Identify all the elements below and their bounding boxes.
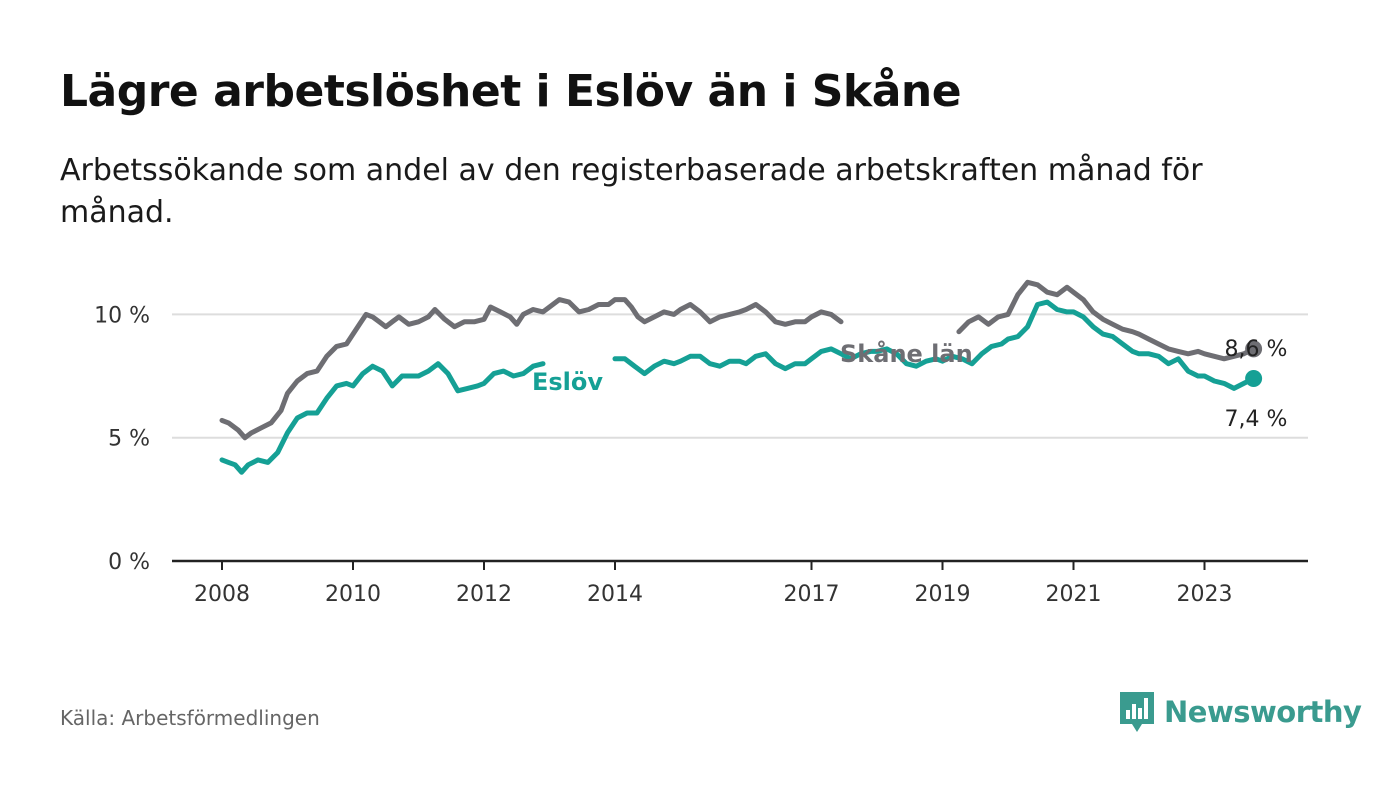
x-tick-label: 2017	[784, 582, 840, 607]
x-tick-label: 2019	[915, 582, 971, 607]
series-label-skane: Skåne län	[840, 339, 973, 368]
end-value-label-eslov: 7,4 %	[1225, 407, 1288, 432]
x-tick-label: 2008	[194, 582, 250, 607]
series-line-skane	[219, 297, 844, 441]
brand-name: Newsworthy	[1164, 695, 1362, 729]
series-end-point	[1245, 370, 1263, 388]
x-tick-label: 2023	[1177, 582, 1233, 607]
y-tick-label: 0 %	[108, 550, 150, 575]
y-tick-label: 10 %	[94, 303, 150, 328]
x-tick-label: 2012	[456, 582, 512, 607]
x-tick-label: 2021	[1046, 582, 1102, 607]
brand-logo[interactable]: Newsworthy	[1118, 690, 1362, 734]
series-line-eslov	[219, 361, 546, 475]
chart-title: Lägre arbetslöshet i Eslöv än i Skåne	[60, 66, 962, 117]
series-label-eslov: Eslöv	[532, 368, 603, 396]
newsworthy-logo-icon	[1120, 692, 1154, 732]
x-tick-label: 2010	[325, 582, 381, 607]
y-tick-label: 5 %	[108, 427, 150, 452]
source-note: Källa: Arbetsförmedlingen	[60, 706, 320, 730]
chart-subtitle: Arbetssökande som andel av den registerb…	[60, 153, 1203, 230]
x-tick-label: 2014	[587, 582, 643, 607]
end-value-label-skane: 8,6 %	[1225, 337, 1288, 362]
series-end-point	[1245, 340, 1263, 358]
series-line-skane	[956, 279, 1257, 362]
series-line-eslov	[612, 299, 1257, 391]
